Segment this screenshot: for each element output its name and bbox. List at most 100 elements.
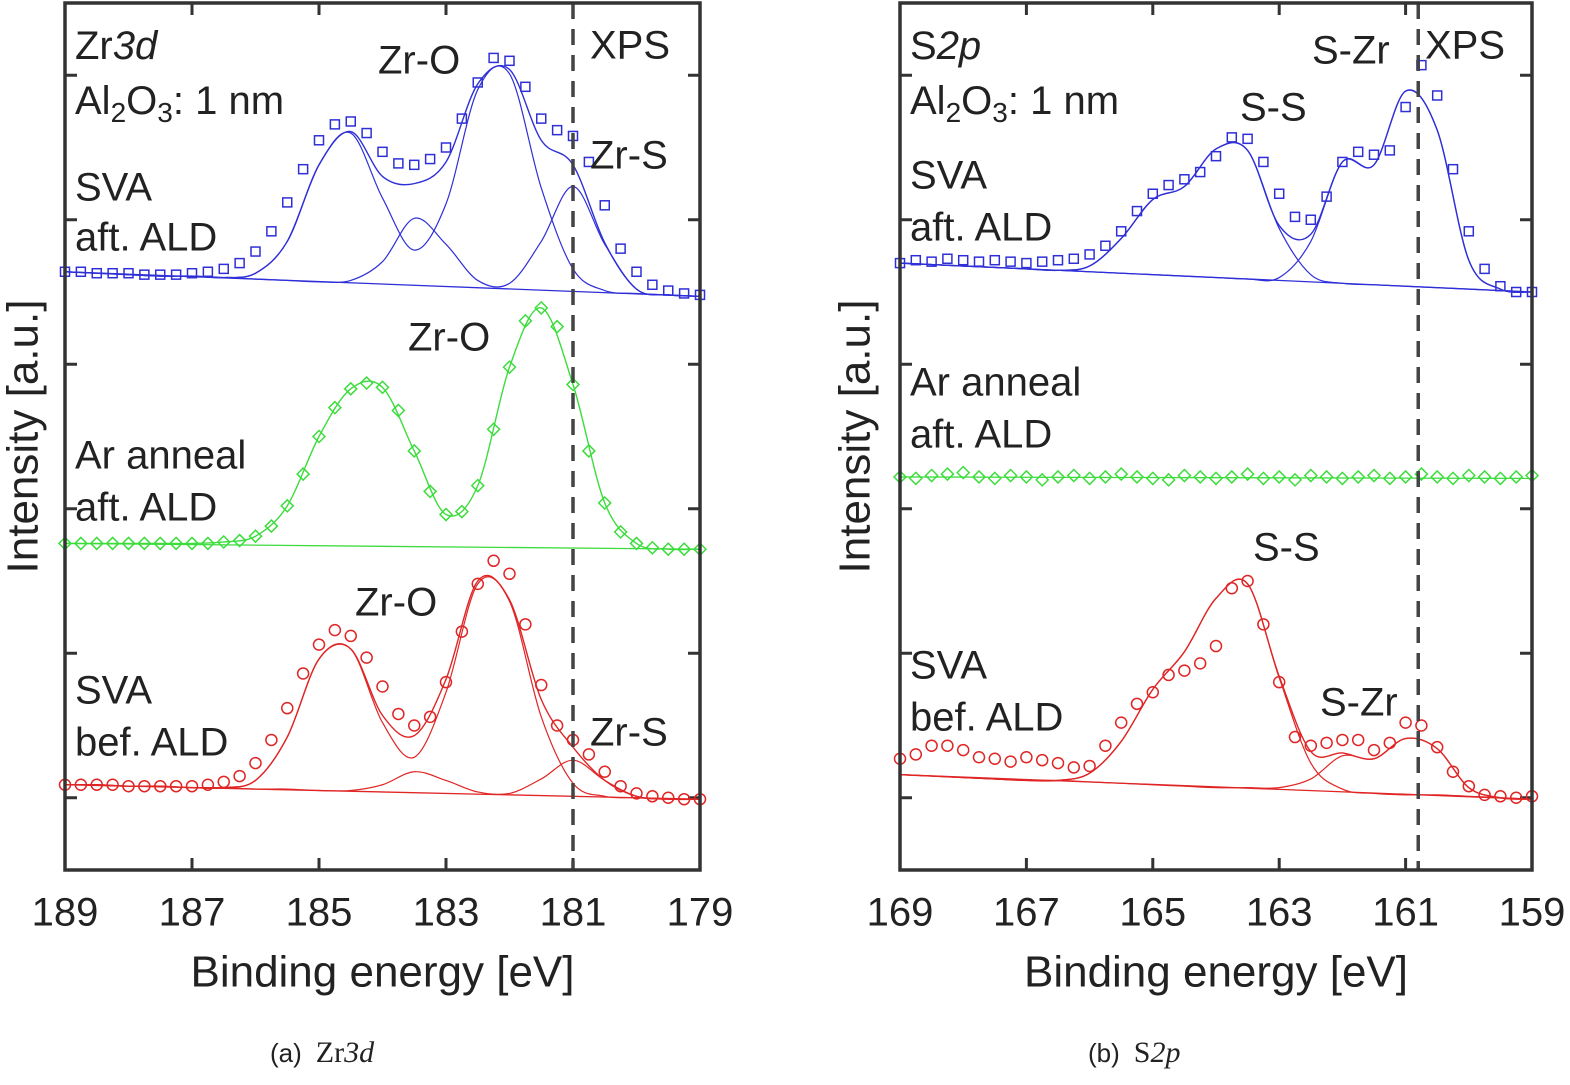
data-point xyxy=(1193,469,1208,485)
caption-label: (a) xyxy=(270,1038,302,1068)
data-point xyxy=(344,629,357,643)
data-point xyxy=(423,710,437,724)
data-point xyxy=(957,254,969,266)
data-point xyxy=(1084,249,1095,260)
data-point xyxy=(234,257,245,269)
data-point xyxy=(106,778,119,791)
data-point xyxy=(218,263,229,275)
data-point xyxy=(1115,226,1127,237)
data-point xyxy=(154,779,167,793)
series-label: aft. ALD xyxy=(75,216,217,260)
data-point xyxy=(550,319,565,334)
oxide-part: 3 xyxy=(992,97,1008,128)
core-level-label: S2p xyxy=(910,24,981,68)
data-point xyxy=(1051,756,1065,770)
data-point xyxy=(311,429,327,444)
data-point xyxy=(73,536,88,551)
fit-component xyxy=(899,737,1533,800)
data-point xyxy=(470,478,485,493)
caption: (b) S2p xyxy=(1088,1036,1180,1069)
data-point xyxy=(518,313,533,328)
data-point xyxy=(217,775,230,789)
data-point xyxy=(1351,733,1365,747)
data-point xyxy=(1510,286,1522,298)
fit-component xyxy=(899,578,1533,800)
peak-label: Zr-S xyxy=(590,134,668,178)
data-point xyxy=(1257,618,1270,631)
data-point xyxy=(677,792,691,806)
data-point xyxy=(1337,156,1348,168)
oxide-part: 3 xyxy=(157,97,173,128)
data-point xyxy=(1210,150,1222,162)
data-point xyxy=(1208,471,1224,486)
data-point xyxy=(409,159,420,171)
data-point xyxy=(1083,759,1096,773)
data-point xyxy=(202,266,214,278)
data-point xyxy=(1431,90,1443,101)
data-point xyxy=(74,778,88,791)
data-point xyxy=(454,504,469,519)
data-point xyxy=(909,748,923,761)
oxide-label: Al2O3: 1 nm xyxy=(75,79,284,129)
data-point xyxy=(503,567,516,581)
data-point xyxy=(105,536,120,551)
data-point xyxy=(1162,668,1175,682)
data-point xyxy=(1463,226,1475,237)
series-label: bef. ALD xyxy=(910,696,1063,740)
data-point xyxy=(1446,765,1460,778)
core-level-label: Zr3d xyxy=(75,24,159,68)
data-point xyxy=(1478,788,1491,802)
data-point xyxy=(1178,664,1191,677)
data-point xyxy=(973,256,985,267)
series-label: SVA xyxy=(910,154,987,198)
data-point xyxy=(328,623,342,637)
x-tick-label: 161 xyxy=(1372,891,1439,935)
data-point xyxy=(613,524,628,539)
series-label: Ar anneal xyxy=(910,361,1081,405)
data-point xyxy=(216,534,231,550)
data-point xyxy=(376,680,389,693)
data-point xyxy=(265,733,278,747)
data-point xyxy=(439,675,453,689)
data-point xyxy=(1005,256,1016,267)
data-point xyxy=(1335,471,1350,486)
data-point xyxy=(1272,675,1286,689)
data-point xyxy=(1319,469,1334,485)
data-point xyxy=(248,529,263,544)
data-point xyxy=(312,638,326,651)
series-label: aft. ALD xyxy=(75,486,217,530)
x-tick-label: 169 xyxy=(867,891,934,935)
data-point xyxy=(232,533,247,548)
orbital: 2p xyxy=(936,24,982,68)
data-point xyxy=(1320,736,1333,750)
data-point xyxy=(647,279,658,291)
data-point xyxy=(440,142,452,153)
oxide-part: O xyxy=(961,79,992,123)
data-point xyxy=(987,471,1002,486)
data-point xyxy=(1430,740,1444,754)
data-point xyxy=(1321,191,1332,202)
data-point xyxy=(121,536,136,551)
data-point xyxy=(361,127,372,139)
data-point xyxy=(423,484,438,499)
data-point xyxy=(536,113,547,124)
data-point xyxy=(90,778,103,791)
data-point xyxy=(1082,471,1097,486)
data-point xyxy=(89,536,104,551)
data-point xyxy=(91,267,102,279)
data-point xyxy=(908,471,923,486)
data-point xyxy=(1052,254,1064,266)
data-point xyxy=(266,226,277,237)
data-point xyxy=(1161,472,1176,487)
data-point xyxy=(1100,240,1111,252)
data-point xyxy=(520,81,531,93)
data-point xyxy=(185,779,199,793)
series-label: bef. ALD xyxy=(75,721,228,765)
data-point xyxy=(1145,471,1160,486)
data-point xyxy=(424,153,436,165)
data-point xyxy=(1367,743,1381,757)
element: S xyxy=(910,24,937,68)
data-point xyxy=(296,667,310,680)
data-point xyxy=(925,739,938,752)
